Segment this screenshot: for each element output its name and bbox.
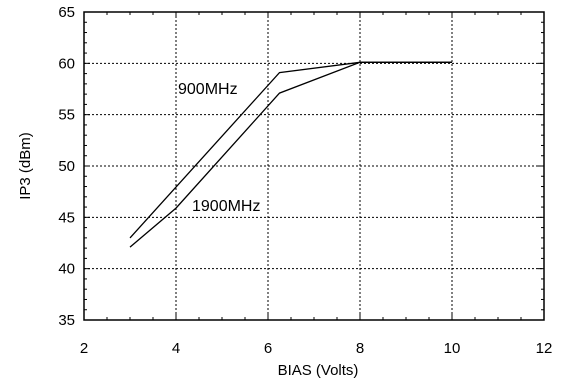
y-tick-label: 60: [58, 55, 75, 72]
y-tick-label: 50: [58, 158, 75, 175]
y-tick-label: 40: [58, 261, 75, 278]
plot-frame: [83, 11, 545, 321]
x-tick-label: 6: [264, 340, 272, 357]
y-tick-label: 35: [58, 312, 75, 329]
y-tick-label: 65: [58, 4, 75, 21]
y-tick-label: 55: [58, 107, 75, 124]
x-axis-title: BIAS (Volts): [278, 362, 359, 379]
x-tick-label: 12: [536, 340, 553, 357]
x-tick-label: 4: [172, 340, 180, 357]
y-tick-labels: 35 40 45 50 55 60 65: [58, 4, 75, 329]
x-tick-label: 2: [80, 340, 88, 357]
series-line-1900mhz: [129, 61, 452, 248]
series-layer: [129, 61, 452, 248]
series-label-1900mhz: 1900MHz: [192, 198, 260, 215]
grid-lines: [84, 12, 544, 320]
y-tick-label: 45: [58, 209, 75, 226]
x-tick-label: 10: [444, 340, 461, 357]
x-tick-labels: 2 4 6 8 10 12: [80, 340, 553, 357]
x-tick-label: 8: [356, 340, 364, 357]
series-label-900mhz: 900MHz: [178, 81, 238, 98]
y-axis-title: IP3 (dBm): [17, 132, 34, 200]
